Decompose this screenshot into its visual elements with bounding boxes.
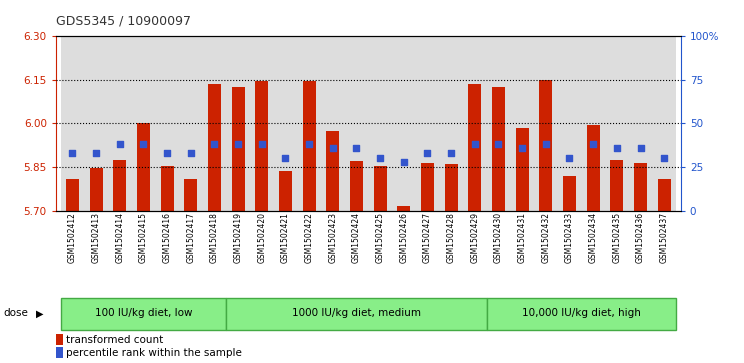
Point: [469, 142, 481, 147]
Bar: [581, 36, 605, 211]
Point: [658, 155, 670, 161]
Bar: [161, 166, 173, 211]
Bar: [539, 81, 552, 211]
Bar: [327, 131, 339, 211]
Bar: [510, 36, 534, 211]
Bar: [534, 36, 558, 211]
Point: [611, 145, 623, 151]
Bar: [255, 81, 269, 211]
Bar: [113, 160, 126, 211]
Bar: [368, 36, 392, 211]
Bar: [108, 36, 132, 211]
Point: [232, 142, 244, 147]
Point: [374, 155, 386, 161]
Bar: [445, 164, 458, 211]
Bar: [298, 36, 321, 211]
Bar: [89, 168, 103, 211]
Bar: [658, 179, 670, 211]
Bar: [516, 128, 529, 211]
Bar: [563, 176, 576, 211]
Bar: [397, 206, 410, 211]
Point: [563, 155, 575, 161]
Point: [350, 145, 362, 151]
Bar: [652, 36, 676, 211]
Text: 100 IU/kg diet, low: 100 IU/kg diet, low: [94, 308, 192, 318]
Bar: [421, 163, 434, 211]
FancyBboxPatch shape: [487, 298, 676, 330]
Text: 1000 IU/kg diet, medium: 1000 IU/kg diet, medium: [292, 308, 421, 318]
Bar: [468, 84, 481, 211]
Point: [185, 150, 196, 156]
Text: GDS5345 / 10900097: GDS5345 / 10900097: [56, 15, 190, 28]
Bar: [56, 334, 62, 345]
Bar: [56, 347, 62, 358]
Point: [493, 142, 504, 147]
Bar: [605, 36, 629, 211]
Point: [161, 150, 173, 156]
Point: [66, 150, 78, 156]
Bar: [226, 36, 250, 211]
Bar: [231, 87, 245, 211]
Point: [516, 145, 528, 151]
Bar: [416, 36, 439, 211]
Text: ▶: ▶: [36, 308, 43, 318]
Text: 10,000 IU/kg diet, high: 10,000 IU/kg diet, high: [522, 308, 641, 318]
Bar: [84, 36, 108, 211]
Point: [114, 142, 126, 147]
Point: [587, 142, 599, 147]
Text: percentile rank within the sample: percentile rank within the sample: [65, 347, 242, 358]
Bar: [439, 36, 463, 211]
Bar: [492, 87, 505, 211]
Point: [303, 142, 315, 147]
Bar: [155, 36, 179, 211]
Bar: [463, 36, 487, 211]
Bar: [250, 36, 274, 211]
Bar: [279, 171, 292, 211]
FancyBboxPatch shape: [60, 298, 226, 330]
Bar: [179, 36, 202, 211]
Bar: [303, 81, 315, 211]
Bar: [208, 84, 221, 211]
Point: [138, 142, 150, 147]
Bar: [610, 160, 623, 211]
FancyBboxPatch shape: [226, 298, 487, 330]
Bar: [132, 36, 155, 211]
Point: [256, 142, 268, 147]
Bar: [202, 36, 226, 211]
Bar: [344, 36, 368, 211]
Bar: [373, 166, 387, 211]
Bar: [185, 179, 197, 211]
Bar: [321, 36, 344, 211]
Bar: [587, 125, 600, 211]
Bar: [558, 36, 581, 211]
Text: transformed count: transformed count: [65, 335, 163, 345]
Bar: [60, 36, 84, 211]
Bar: [629, 36, 652, 211]
Point: [422, 150, 434, 156]
Point: [635, 145, 647, 151]
Bar: [350, 161, 363, 211]
Text: dose: dose: [4, 308, 28, 318]
Point: [280, 155, 292, 161]
Point: [445, 150, 457, 156]
Point: [540, 142, 552, 147]
Bar: [392, 36, 416, 211]
Point: [398, 159, 410, 165]
Bar: [487, 36, 510, 211]
Bar: [634, 163, 647, 211]
Bar: [66, 179, 79, 211]
Point: [208, 142, 220, 147]
Point: [327, 145, 339, 151]
Point: [90, 150, 102, 156]
Bar: [274, 36, 298, 211]
Bar: [137, 123, 150, 211]
